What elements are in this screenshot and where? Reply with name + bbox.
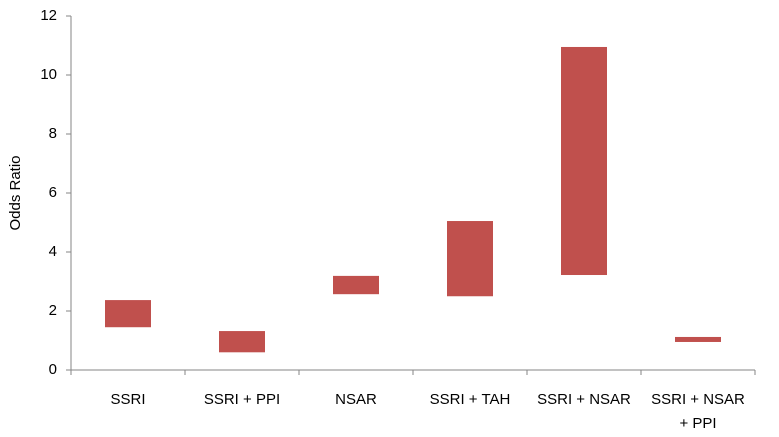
- bar: [333, 275, 379, 295]
- y-tick-label: 4: [49, 243, 57, 260]
- bar: [447, 221, 493, 297]
- x-tick-label: SSRI + TAH: [430, 391, 511, 408]
- y-tick-label: 2: [49, 302, 57, 319]
- bar: [219, 331, 265, 353]
- y-tick-label: 8: [49, 125, 57, 142]
- y-tick-label: 0: [49, 361, 57, 378]
- x-tick-label: SSRI + PPI: [204, 391, 280, 408]
- bar: [105, 300, 151, 328]
- x-tick-label: SSRI + NSAR: [537, 391, 631, 408]
- y-tick-label: 6: [49, 184, 57, 201]
- x-tick-label: SSRI + NSAR + PPI: [651, 391, 745, 432]
- bar: [675, 336, 721, 342]
- y-axis-label: Odds Ratio: [7, 155, 24, 230]
- y-tick-label: 10: [40, 66, 57, 83]
- x-tick-label: SSRI: [110, 391, 145, 408]
- x-tick-label: NSAR: [335, 391, 377, 408]
- bar: [561, 46, 607, 276]
- y-tick-label: 12: [40, 7, 57, 24]
